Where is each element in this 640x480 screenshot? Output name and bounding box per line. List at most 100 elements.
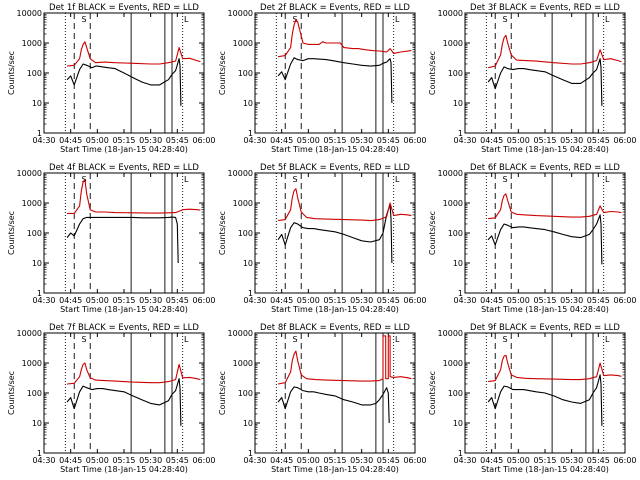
x-axis-label: Start Time (18-Jan-15 04:28:40): [481, 305, 609, 314]
panel-title: Det 8f BLACK = Events, RED = LLD: [260, 323, 410, 333]
y-tick-label: 1: [248, 129, 253, 138]
marker-label: L: [184, 175, 189, 184]
lld-series-line: [67, 362, 201, 385]
marker-label: L: [395, 335, 400, 344]
marker-label: S: [292, 175, 297, 184]
x-tick-label: 06:00: [403, 456, 426, 465]
x-tick-label: 05:45: [587, 296, 610, 305]
panel-title: Det 1f BLACK = Events, RED = LLD: [49, 3, 199, 13]
events-series-line: [487, 58, 603, 106]
x-tick-label: 06:00: [192, 136, 215, 145]
y-tick-label: 100: [238, 229, 253, 238]
x-tick-label: 05:00: [297, 136, 320, 145]
y-tick-label: 100: [238, 69, 253, 78]
x-tick-label: 04:30: [453, 136, 476, 145]
lld-series-line: [488, 193, 622, 220]
y-tick-label: 1000: [233, 359, 253, 368]
x-tick-label: 06:00: [613, 296, 636, 305]
x-tick-label: 05:30: [139, 456, 162, 465]
marker-label: L: [395, 15, 400, 24]
x-tick-label: 05:00: [507, 136, 530, 145]
y-tick-label: 1: [37, 129, 42, 138]
x-tick-label: 04:30: [453, 296, 476, 305]
x-tick-label: 04:30: [243, 296, 266, 305]
x-tick-label: 05:00: [86, 296, 109, 305]
x-tick-label: 05:15: [323, 296, 346, 305]
y-tick-label: 10000: [438, 329, 463, 338]
y-axis-label: Counts/sec: [7, 211, 16, 255]
x-tick-label: 06:00: [192, 296, 215, 305]
y-tick-label: 1: [248, 449, 253, 458]
detector-panel-9: Det 9f BLACK = Events, RED = LLD S L 04:30 0…: [428, 323, 637, 474]
lld-series-line: [278, 188, 412, 222]
x-tick-label: 05:30: [560, 136, 583, 145]
x-tick-label: 05:30: [350, 296, 373, 305]
x-tick-label: 04:45: [270, 456, 293, 465]
x-tick-label: 05:30: [139, 136, 162, 145]
detector-panel-6: Det 6f BLACK = Events, RED = LLD S L 04:30 0…: [428, 163, 637, 314]
y-tick-label: 100: [238, 389, 253, 398]
lld-series-line: [487, 34, 622, 69]
y-tick-label: 10: [32, 419, 42, 428]
y-tick-label: 100: [448, 229, 463, 238]
y-axis-label: Counts/sec: [7, 371, 16, 415]
y-tick-label: 10000: [17, 9, 42, 18]
y-tick-label: 1: [458, 129, 463, 138]
panel-title: Det 3f BLACK = Events, RED = LLD: [470, 3, 620, 13]
x-tick-label: 05:00: [297, 456, 320, 465]
y-tick-label: 100: [448, 69, 463, 78]
x-tick-label: 05:15: [533, 296, 556, 305]
marker-label: L: [605, 15, 610, 24]
lld-series-line: [67, 41, 201, 67]
y-axis-label: Counts/sec: [218, 211, 227, 255]
y-tick-label: 10: [453, 419, 463, 428]
x-tick-label: 04:30: [243, 456, 266, 465]
marker-label: L: [184, 335, 189, 344]
marker-label: S: [502, 175, 507, 184]
detector-panel-7: Det 7f BLACK = Events, RED = LLD S L 04:30 0…: [7, 323, 216, 474]
x-tick-label: 05:15: [323, 136, 346, 145]
x-tick-label: 05:30: [139, 296, 162, 305]
marker-label: S: [502, 15, 507, 24]
x-tick-label: 04:45: [59, 456, 82, 465]
panel-title: Det 9f BLACK = Events, RED = LLD: [470, 323, 620, 333]
x-tick-label: 04:45: [480, 136, 503, 145]
x-tick-label: 04:30: [32, 136, 55, 145]
x-tick-label: 05:45: [587, 456, 610, 465]
y-tick-label: 10: [243, 99, 253, 108]
y-tick-label: 10000: [17, 169, 42, 178]
y-tick-label: 1: [248, 289, 253, 298]
x-tick-label: 05:45: [377, 456, 400, 465]
x-axis-label: Start Time (18-Jan-15 04:28:40): [271, 465, 399, 474]
x-tick-label: 05:00: [507, 296, 530, 305]
marker-label: L: [605, 335, 610, 344]
x-tick-label: 04:45: [480, 296, 503, 305]
x-tick-label: 04:45: [59, 136, 82, 145]
events-series-line: [66, 378, 182, 426]
panel-title: Det 2f BLACK = Events, RED = LLD: [260, 3, 410, 13]
y-tick-label: 1000: [22, 39, 42, 48]
marker-label: S: [81, 175, 86, 184]
x-axis-label: Start Time (18-Jan-15 04:28:40): [481, 145, 609, 154]
panel-title: Det 7f BLACK = Events, RED = LLD: [49, 323, 199, 333]
x-tick-label: 05:00: [86, 136, 109, 145]
events-series-line: [66, 58, 182, 106]
marker-label: S: [81, 15, 86, 24]
y-tick-label: 100: [27, 229, 42, 238]
x-tick-label: 06:00: [403, 296, 426, 305]
y-tick-label: 10000: [438, 9, 463, 18]
events-series-line: [66, 216, 179, 264]
x-tick-label: 06:00: [613, 456, 636, 465]
marker-label: L: [605, 175, 610, 184]
x-tick-label: 05:30: [560, 296, 583, 305]
marker-label: S: [292, 15, 297, 24]
y-axis-label: Counts/sec: [428, 371, 437, 415]
x-axis-label: Start Time (18-Jan-15 04:28:40): [481, 465, 609, 474]
x-axis-label: Start Time (18-Jan-15 04:28:40): [60, 145, 188, 154]
y-tick-label: 1000: [233, 39, 253, 48]
x-tick-label: 05:30: [350, 456, 373, 465]
y-tick-label: 1: [37, 449, 42, 458]
x-tick-label: 05:45: [166, 296, 189, 305]
y-tick-label: 10000: [17, 329, 42, 338]
y-tick-label: 10000: [228, 169, 253, 178]
